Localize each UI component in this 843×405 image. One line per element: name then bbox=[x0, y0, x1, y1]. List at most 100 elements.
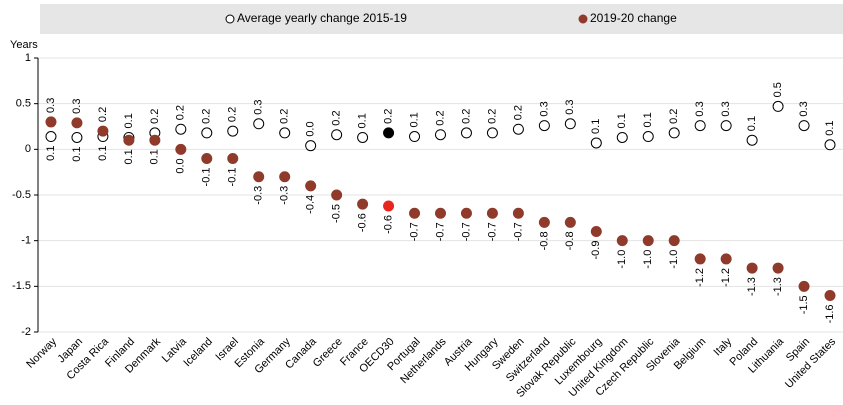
value-label: 0.1 bbox=[824, 120, 836, 135]
open-dot bbox=[227, 125, 239, 137]
y-tick-label: 1 bbox=[25, 52, 31, 64]
value-label: 0.3 bbox=[694, 101, 706, 116]
value-label: 0.2 bbox=[382, 109, 394, 124]
open-dot bbox=[279, 127, 291, 139]
filled-dot bbox=[668, 235, 680, 247]
open-dot bbox=[694, 120, 706, 132]
filled-dot bbox=[538, 216, 550, 228]
open-dot bbox=[175, 123, 187, 135]
value-label: 0.3 bbox=[253, 99, 265, 114]
filled-dot bbox=[409, 207, 421, 219]
y-tick-label: -2 bbox=[21, 326, 31, 338]
value-label: 0.5 bbox=[772, 82, 784, 97]
value-label: 0.1 bbox=[71, 146, 83, 161]
filled-dot bbox=[564, 216, 576, 228]
filled-dot bbox=[383, 200, 395, 212]
open-dot bbox=[71, 131, 83, 143]
legend-marker bbox=[225, 14, 235, 24]
value-label: 0.1 bbox=[123, 113, 135, 128]
value-label: 0.3 bbox=[798, 101, 810, 116]
open-dot bbox=[746, 134, 758, 146]
value-label: 0.2 bbox=[97, 107, 109, 122]
value-label: 0.1 bbox=[746, 116, 758, 131]
value-label: -1.0 bbox=[616, 250, 628, 269]
y-tick-label: 0.5 bbox=[16, 98, 31, 110]
open-dot bbox=[357, 131, 369, 143]
filled-dot bbox=[305, 180, 317, 192]
y-tick-label: -0.5 bbox=[12, 189, 31, 201]
filled-dot bbox=[175, 143, 187, 155]
filled-dot bbox=[746, 262, 758, 274]
legend-label: Average yearly change 2015-19 bbox=[237, 11, 407, 25]
x-tick-label: Greece bbox=[311, 336, 345, 370]
value-label: 0.1 bbox=[357, 113, 369, 128]
open-dot bbox=[616, 131, 628, 143]
value-label: -0.9 bbox=[590, 241, 602, 260]
value-label: 0.1 bbox=[408, 112, 420, 127]
filled-dot bbox=[71, 117, 83, 129]
value-label: 0.2 bbox=[227, 107, 239, 122]
filled-dot bbox=[824, 289, 836, 301]
x-tick-label: Norway bbox=[24, 335, 59, 370]
value-label: 0.2 bbox=[486, 109, 498, 124]
value-label: 0.3 bbox=[720, 101, 732, 116]
open-dot bbox=[253, 118, 265, 130]
value-label: 0.2 bbox=[460, 109, 472, 124]
filled-dot bbox=[279, 171, 291, 183]
filled-dot bbox=[460, 207, 472, 219]
filled-dot bbox=[331, 189, 343, 201]
value-label: 0.1 bbox=[642, 112, 654, 127]
value-label: 0.2 bbox=[175, 105, 187, 120]
open-dot bbox=[486, 127, 498, 139]
open-dot bbox=[798, 120, 810, 132]
value-label: 0.3 bbox=[564, 99, 576, 114]
value-label: 0.0 bbox=[175, 158, 187, 173]
legend-label: 2019-20 change bbox=[590, 11, 677, 25]
open-dot bbox=[824, 139, 836, 151]
value-label: 0.1 bbox=[590, 119, 602, 134]
filled-dot bbox=[227, 152, 239, 164]
value-label: -0.6 bbox=[357, 213, 369, 232]
value-label: -1.3 bbox=[746, 277, 758, 296]
legend-box bbox=[40, 4, 843, 34]
open-dot bbox=[720, 120, 732, 132]
open-dot bbox=[772, 100, 784, 112]
value-label: -0.4 bbox=[305, 195, 317, 214]
value-label: -0.1 bbox=[227, 167, 239, 186]
value-label: -0.8 bbox=[538, 231, 550, 250]
value-label: 0.1 bbox=[616, 113, 628, 128]
value-label: -1.0 bbox=[668, 250, 680, 269]
value-label: 0.1 bbox=[97, 146, 109, 161]
value-label: 0.2 bbox=[668, 109, 680, 124]
value-label: -1.0 bbox=[642, 250, 654, 269]
value-label: -0.3 bbox=[253, 186, 265, 205]
open-dot bbox=[409, 131, 421, 143]
value-label: -1.2 bbox=[694, 268, 706, 287]
filled-dot bbox=[642, 235, 654, 247]
value-label: -0.7 bbox=[460, 222, 472, 241]
value-label: 0.1 bbox=[123, 149, 135, 164]
filled-dot bbox=[201, 152, 213, 164]
value-label: 0.2 bbox=[331, 110, 343, 125]
value-label: -0.7 bbox=[408, 222, 420, 241]
open-dot bbox=[435, 129, 446, 141]
filled-dot bbox=[772, 262, 784, 274]
y-axis-label: Years bbox=[10, 39, 38, 51]
y-tick-label: -1 bbox=[21, 235, 31, 247]
filled-dot bbox=[486, 207, 498, 219]
open-dot bbox=[383, 127, 395, 139]
filled-dot bbox=[694, 253, 706, 265]
open-dot bbox=[564, 118, 576, 130]
value-label: 0.2 bbox=[149, 109, 161, 124]
filled-dot bbox=[616, 235, 628, 247]
value-label: 0.0 bbox=[305, 121, 317, 136]
y-tick-label: -1.5 bbox=[12, 280, 31, 292]
value-label: 0.2 bbox=[512, 105, 524, 120]
filled-dot bbox=[149, 134, 161, 146]
filled-dot bbox=[798, 280, 810, 292]
value-label: -1.5 bbox=[798, 295, 810, 314]
filled-dot bbox=[97, 125, 109, 137]
value-label: 0.1 bbox=[45, 146, 57, 161]
open-dot bbox=[538, 120, 550, 132]
